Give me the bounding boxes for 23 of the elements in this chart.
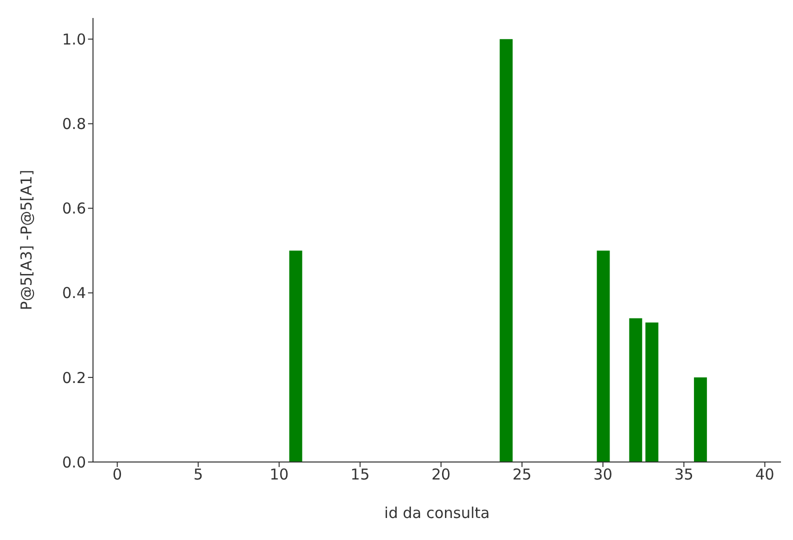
- x-tick-label: 35: [674, 466, 694, 484]
- y-tick-label: 0.6: [62, 200, 86, 218]
- x-tick-label: 20: [432, 466, 451, 484]
- x-tick-label: 0: [112, 466, 122, 484]
- bar: [645, 322, 658, 462]
- bar: [694, 377, 707, 462]
- x-tick-label: 15: [350, 466, 370, 484]
- x-tick-label: 10: [270, 466, 289, 484]
- x-tick-label: 25: [512, 466, 532, 484]
- y-tick-label: 0.8: [62, 115, 86, 134]
- y-tick-label: 1.0: [62, 30, 86, 48]
- bar: [289, 250, 302, 462]
- bar: [629, 318, 642, 462]
- y-tick-label: 0.2: [62, 368, 86, 387]
- x-tick-label: 40: [755, 466, 774, 484]
- y-axis-title: P@5[A3] -P@5[A1]: [17, 170, 36, 310]
- x-tick-label: 5: [193, 466, 203, 484]
- x-tick-label: 30: [593, 466, 612, 484]
- y-tick-label: 0.4: [62, 284, 86, 302]
- y-tick-label: 0.0: [62, 453, 86, 472]
- bar: [500, 39, 513, 462]
- bar: [596, 250, 610, 462]
- x-axis-title: id da consulta: [384, 504, 490, 522]
